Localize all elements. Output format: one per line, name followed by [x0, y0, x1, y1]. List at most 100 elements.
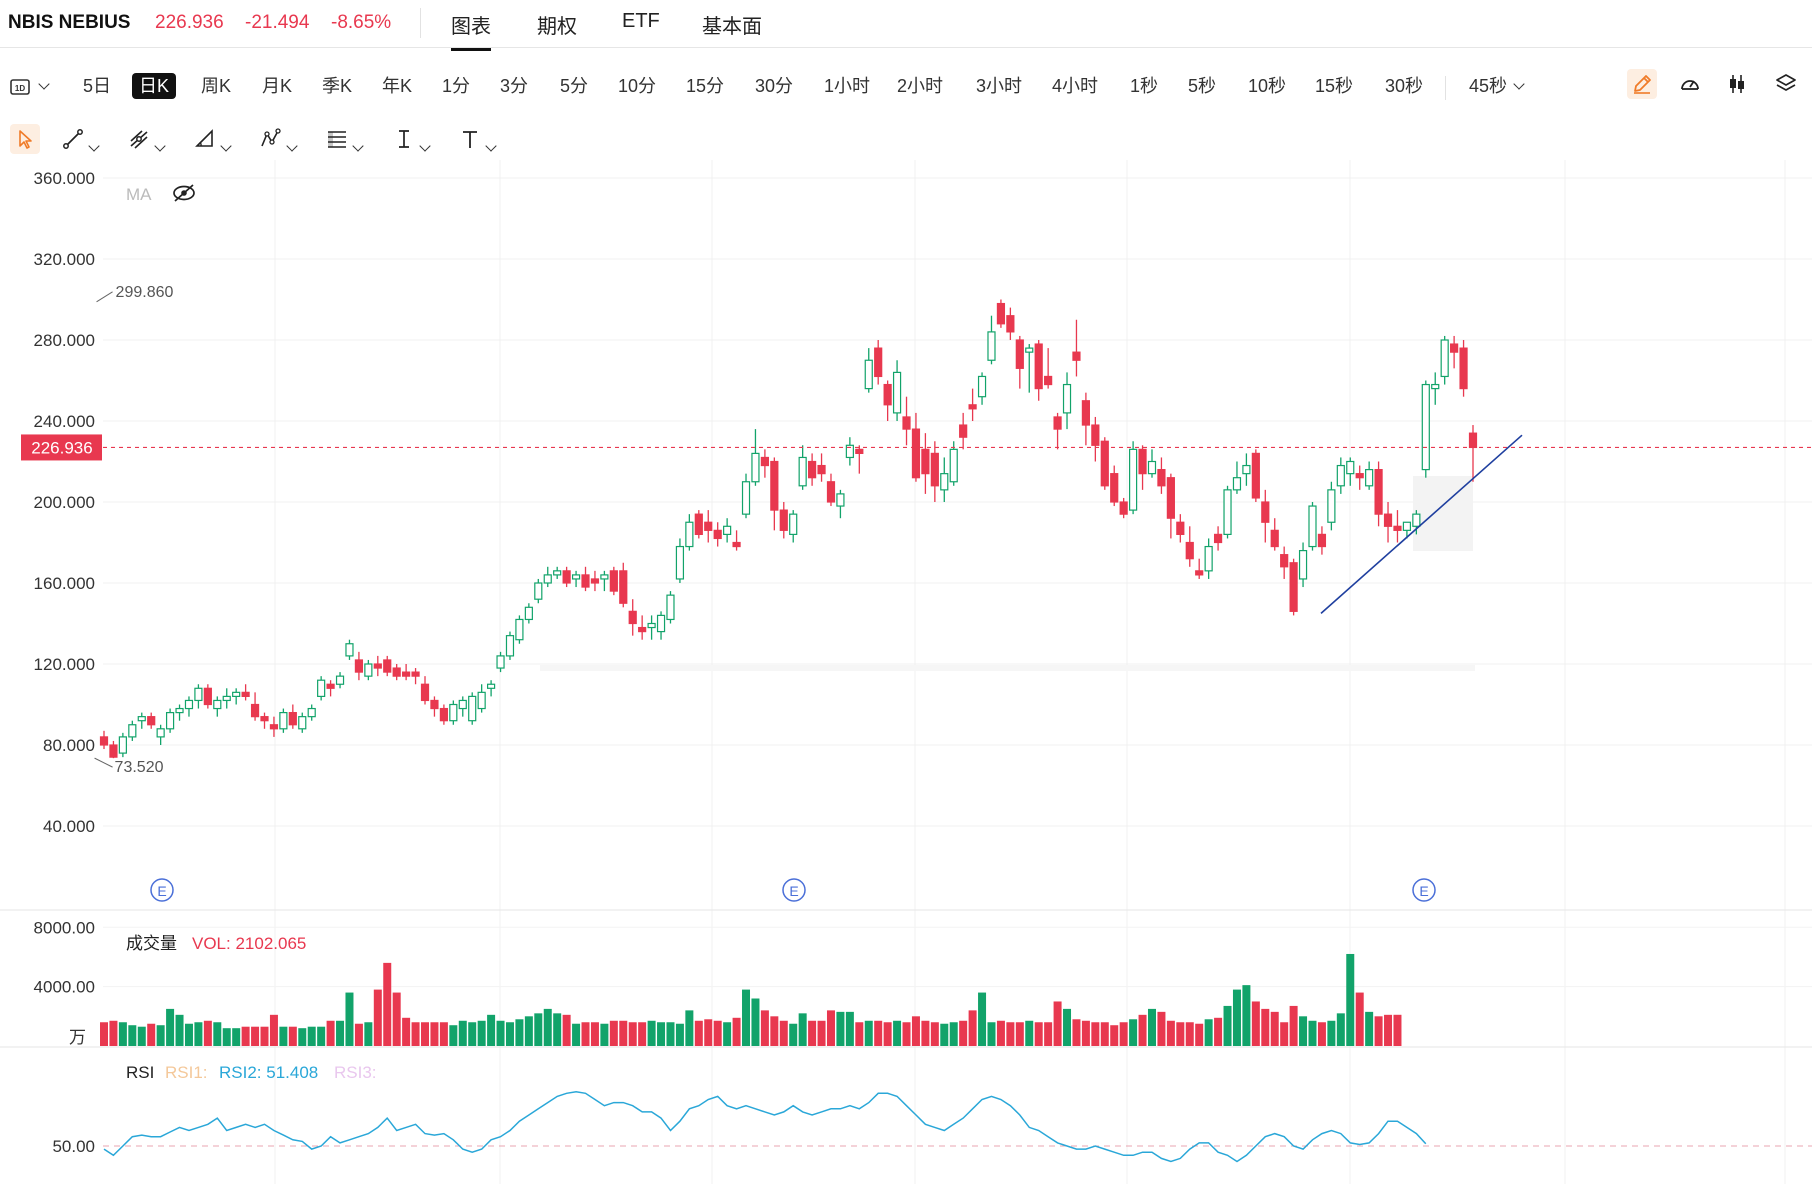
- candle-body: [1091, 424, 1100, 446]
- candle-body: [609, 570, 618, 592]
- rsi-tick-label: 50.00: [52, 1137, 95, 1156]
- period-10[interactable]: 15分: [686, 76, 725, 96]
- volume-bar: [723, 1022, 732, 1046]
- text-cursor-icon[interactable]: [391, 124, 431, 154]
- period-18[interactable]: 10秒: [1248, 76, 1287, 96]
- volume-bar: [534, 1013, 543, 1046]
- period-12[interactable]: 1小时: [824, 76, 871, 96]
- period-19[interactable]: 15秒: [1315, 76, 1354, 96]
- pitchfork-icon[interactable]: [126, 124, 166, 154]
- period-2[interactable]: 周K: [201, 76, 232, 96]
- candle-body: [203, 687, 212, 706]
- volume-bar: [402, 1017, 411, 1046]
- volume-bar: [713, 1020, 722, 1046]
- candle-body: [638, 626, 647, 633]
- tab-chart[interactable]: 图表: [451, 10, 491, 51]
- speedometer-icon[interactable]: [1675, 69, 1705, 99]
- volume-bar: [269, 1014, 278, 1046]
- candle-body: [109, 744, 118, 758]
- candle-body: [420, 683, 430, 702]
- volume-bar: [694, 1020, 703, 1046]
- period-3[interactable]: 月K: [262, 76, 293, 96]
- candlestick-chart[interactable]: 360.000 320.000 280.000 240.000 200.000 160.0…: [0, 160, 1812, 1184]
- volume-bar: [1393, 1014, 1402, 1046]
- candle-body: [468, 695, 477, 722]
- volume-bar: [1299, 1016, 1308, 1046]
- price-tick-label: 320.000: [34, 250, 95, 269]
- candle-body: [383, 659, 392, 673]
- volume-bar: [855, 1022, 864, 1046]
- text-tool-icon[interactable]: [457, 124, 497, 154]
- volume-bar: [553, 1013, 562, 1046]
- period-17[interactable]: 5秒: [1188, 76, 1217, 96]
- volume-bar: [1289, 1005, 1298, 1046]
- layers-icon[interactable]: [1771, 69, 1801, 99]
- candle-body: [1053, 416, 1062, 430]
- candle-body: [326, 683, 335, 689]
- svg-text:E: E: [157, 883, 166, 899]
- period-0[interactable]: 5日: [83, 76, 112, 96]
- candle-body: [1374, 469, 1383, 515]
- candle-body: [1251, 452, 1260, 499]
- cursor-icon[interactable]: [10, 124, 40, 154]
- volume-bar: [893, 1020, 902, 1046]
- period-15[interactable]: 4小时: [1052, 76, 1099, 96]
- candle-body: [250, 703, 260, 718]
- earnings-marker: E: [150, 878, 174, 902]
- candle-body: [836, 493, 845, 507]
- pencil-icon[interactable]: [1627, 69, 1657, 99]
- candlestick-icon[interactable]: [1722, 69, 1752, 99]
- period-9[interactable]: 10分: [618, 76, 657, 96]
- candle-body: [1176, 521, 1185, 535]
- period-7[interactable]: 3分: [500, 76, 529, 96]
- period-16[interactable]: 1秒: [1130, 76, 1159, 96]
- interval-selector[interactable]: 1D: [10, 73, 50, 99]
- candle-body: [1383, 513, 1393, 527]
- period-6[interactable]: 1分: [442, 76, 471, 96]
- candle-body: [1195, 570, 1204, 576]
- tab-etf[interactable]: ETF: [622, 10, 660, 32]
- price-axis: 360.000 320.000 280.000 240.000 200.000 160.0…: [34, 169, 95, 836]
- volume-bar: [496, 1020, 505, 1046]
- period-13[interactable]: 2小时: [897, 76, 944, 96]
- period-20[interactable]: 30秒: [1385, 76, 1424, 96]
- candle-body: [902, 416, 911, 430]
- volume-bar: [1223, 1005, 1232, 1046]
- volume-bar: [1317, 1022, 1326, 1046]
- volume-bar: [581, 1022, 590, 1046]
- candle-body: [534, 582, 543, 600]
- period-11[interactable]: 30分: [755, 76, 794, 96]
- tab-fundamentals[interactable]: 基本面: [702, 16, 762, 38]
- more-periods-dropdown[interactable]: 45秒: [1469, 73, 1525, 99]
- volume-bar: [770, 1016, 779, 1046]
- triangle-tool-icon[interactable]: [192, 124, 232, 154]
- period-14[interactable]: 3小时: [976, 76, 1023, 96]
- period-5[interactable]: 年K: [382, 76, 413, 96]
- candle-body: [921, 448, 930, 475]
- candle-body: [524, 606, 533, 621]
- rsi2-label: RSI2: 51.408: [219, 1063, 318, 1082]
- pattern-tool-icon[interactable]: [258, 124, 298, 154]
- line-tool-icon[interactable]: [60, 124, 100, 154]
- candle-body: [1336, 464, 1345, 487]
- period-4[interactable]: 季K: [322, 76, 353, 96]
- svg-text:1D: 1D: [15, 84, 25, 93]
- candle-body: [1440, 339, 1449, 378]
- volume-bar: [1044, 1022, 1053, 1046]
- volume-bar: [373, 989, 382, 1046]
- fib-tool-icon[interactable]: [324, 124, 364, 154]
- candle-body: [1147, 460, 1157, 475]
- volume-bar: [921, 1020, 930, 1046]
- volume-bar: [779, 1020, 788, 1046]
- period-1[interactable]: 日K: [132, 73, 177, 99]
- candle-body: [184, 699, 194, 710]
- volume-bar: [100, 1022, 108, 1046]
- volume-bar: [949, 1022, 958, 1046]
- candle-body: [1327, 489, 1336, 523]
- volume-bar: [751, 998, 760, 1046]
- period-8[interactable]: 5分: [560, 76, 589, 96]
- tab-options[interactable]: 期权: [537, 16, 577, 38]
- volume-tick-label: 4000.00: [34, 978, 95, 997]
- volume-bar: [288, 1026, 297, 1046]
- divider: [1445, 76, 1446, 100]
